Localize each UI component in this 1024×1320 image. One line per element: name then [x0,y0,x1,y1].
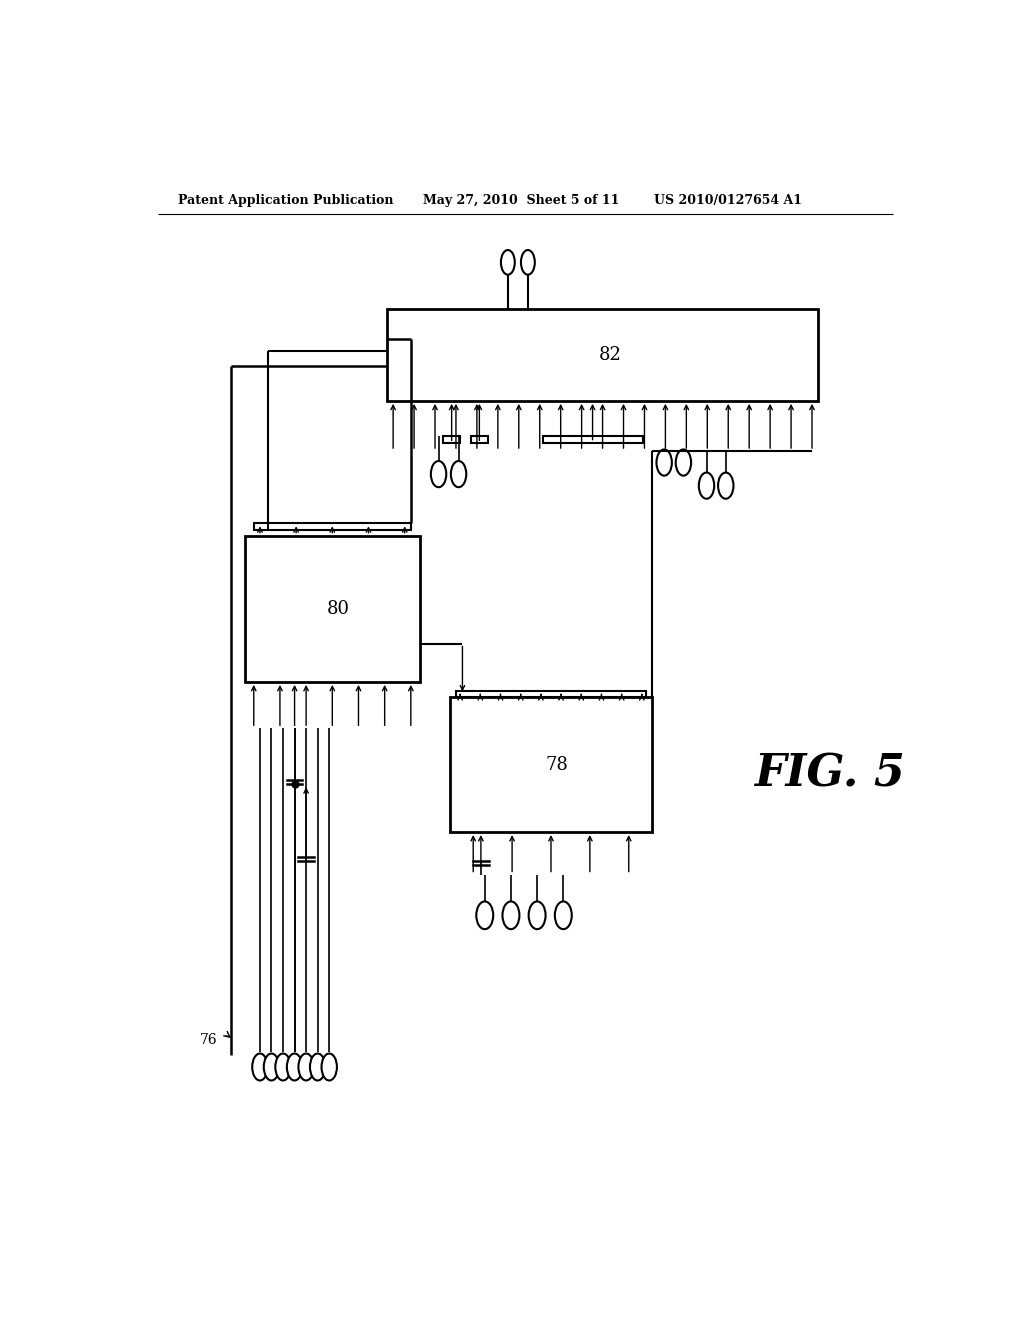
Bar [451,697,652,832]
Text: May 27, 2010  Sheet 5 of 11: May 27, 2010 Sheet 5 of 11 [423,194,620,207]
Bar [254,524,411,529]
Bar [471,436,487,444]
Text: 78: 78 [546,756,568,774]
Ellipse shape [264,1053,280,1081]
Bar [457,692,646,697]
Bar [543,437,643,442]
Ellipse shape [555,902,571,929]
Ellipse shape [503,902,519,929]
Ellipse shape [287,1053,302,1081]
Text: FIG. 5: FIG. 5 [755,752,905,796]
Ellipse shape [676,449,691,475]
Text: Patent Application Publication: Patent Application Publication [178,194,394,207]
Ellipse shape [252,1053,267,1081]
Ellipse shape [431,461,446,487]
Ellipse shape [718,473,733,499]
Bar [387,309,818,401]
Text: 76: 76 [200,1034,217,1047]
Ellipse shape [476,902,494,929]
Ellipse shape [310,1053,326,1081]
Ellipse shape [322,1053,337,1081]
Ellipse shape [698,473,714,499]
Ellipse shape [275,1053,291,1081]
Ellipse shape [528,902,546,929]
Ellipse shape [656,449,672,475]
Ellipse shape [521,249,535,275]
Text: US 2010/0127654 A1: US 2010/0127654 A1 [654,194,802,207]
Ellipse shape [298,1053,313,1081]
Ellipse shape [501,249,515,275]
Bar [443,436,460,444]
Text: 82: 82 [599,346,622,364]
Ellipse shape [451,461,466,487]
Bar [245,536,420,682]
Text: 80: 80 [327,599,350,618]
